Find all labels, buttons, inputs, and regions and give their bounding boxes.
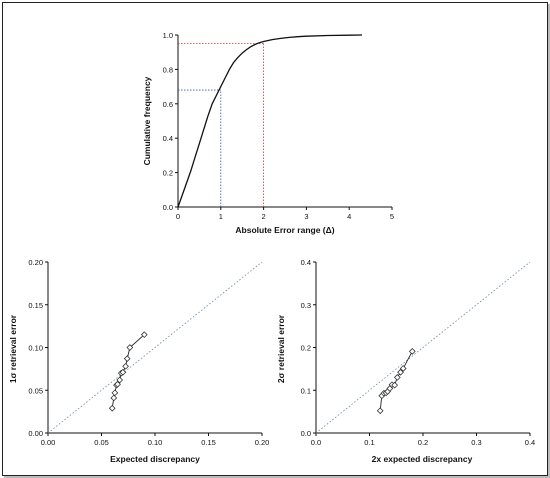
- right-data-point: [376, 407, 384, 415]
- left-data-point: [126, 344, 134, 351]
- left-y-tick-label: 0.15: [28, 301, 43, 310]
- top-x-tick-label: 4: [347, 212, 351, 221]
- left-data-point: [116, 376, 124, 384]
- top-y-tick-label: 0.4: [163, 134, 173, 143]
- right-x-tick-label: 0.3: [471, 438, 481, 447]
- left-y-tick-label: 0.20: [28, 258, 43, 267]
- cumulative-frequency-plot: Absolute Error range (Δ) Cumulative freq…: [142, 31, 394, 235]
- left-data-point: [111, 389, 119, 397]
- left-data-point: [110, 394, 118, 402]
- right-xlabel: 2x expected discrepancy: [372, 454, 473, 464]
- left-data-point: [119, 368, 127, 376]
- right-data-point: [391, 381, 399, 389]
- two-sigma-plot: 2x expected discrepancy 2σ retrieval err…: [276, 258, 535, 464]
- left-data-point: [122, 362, 129, 370]
- right-data-point: [397, 368, 404, 376]
- right-data-point: [408, 347, 416, 355]
- left-x-tick-label: 0.20: [255, 438, 270, 447]
- top-xlabel: Absolute Error range (Δ): [235, 225, 334, 235]
- left-reference-line: [47, 261, 263, 434]
- left-y-tick-label: 0.10: [28, 344, 43, 353]
- right-ylabel: 2σ retrieval error: [276, 314, 286, 383]
- left-xlabel: Expected discrepancy: [110, 454, 200, 464]
- top-y-tick-label: 0.0: [163, 203, 173, 212]
- left-data-point: [140, 331, 148, 339]
- right-y-tick-label: 0.0: [301, 429, 311, 438]
- right-series-line: [379, 351, 413, 411]
- top-series-line: [177, 34, 363, 208]
- left-data-point: [114, 380, 121, 388]
- left-x-tick-label: 0.05: [94, 438, 109, 447]
- top-x-tick-label: 0: [176, 212, 180, 221]
- left-y-tick-label: 0.05: [28, 386, 43, 395]
- left-data-point: [123, 355, 131, 362]
- left-x-tick-label: 0.15: [201, 438, 216, 447]
- left-series-line: [111, 334, 145, 409]
- right-x-tick-label: 0.2: [418, 438, 428, 447]
- right-y-tick-label: 0.1: [301, 386, 311, 395]
- left-x-tick-label: 0.00: [41, 438, 56, 447]
- left-ylabel: 1σ retrieval error: [8, 314, 18, 383]
- right-x-tick-label: 0.0: [311, 438, 321, 447]
- top-x-tick-label: 5: [390, 212, 394, 221]
- top-x-tick-label: 3: [304, 212, 308, 221]
- left-x-tick-label: 0.10: [148, 438, 163, 447]
- right-data-point: [399, 365, 407, 372]
- top-y-tick-label: 1.0: [163, 31, 173, 40]
- right-y-tick-label: 0.4: [301, 258, 311, 267]
- top-y-tick-label: 0.8: [163, 65, 173, 74]
- right-y-tick-label: 0.2: [301, 344, 311, 353]
- top-x-tick-label: 2: [262, 212, 266, 221]
- right-x-tick-label: 0.4: [525, 438, 535, 447]
- top-y-tick-label: 0.6: [163, 100, 173, 109]
- left-data-point: [108, 404, 116, 412]
- top-ylabel: Cumulative frequency: [142, 76, 152, 165]
- right-data-point: [393, 374, 401, 381]
- left-y-tick-label: 0.00: [28, 429, 43, 438]
- top-x-tick-label: 1: [219, 212, 223, 221]
- top-y-tick-label: 0.2: [163, 169, 173, 178]
- one-sigma-plot: Expected discrepancy 1σ retrieval error …: [8, 258, 269, 464]
- right-reference-line: [315, 261, 531, 434]
- right-y-tick-label: 0.3: [301, 301, 311, 310]
- right-x-tick-label: 0.1: [364, 438, 374, 447]
